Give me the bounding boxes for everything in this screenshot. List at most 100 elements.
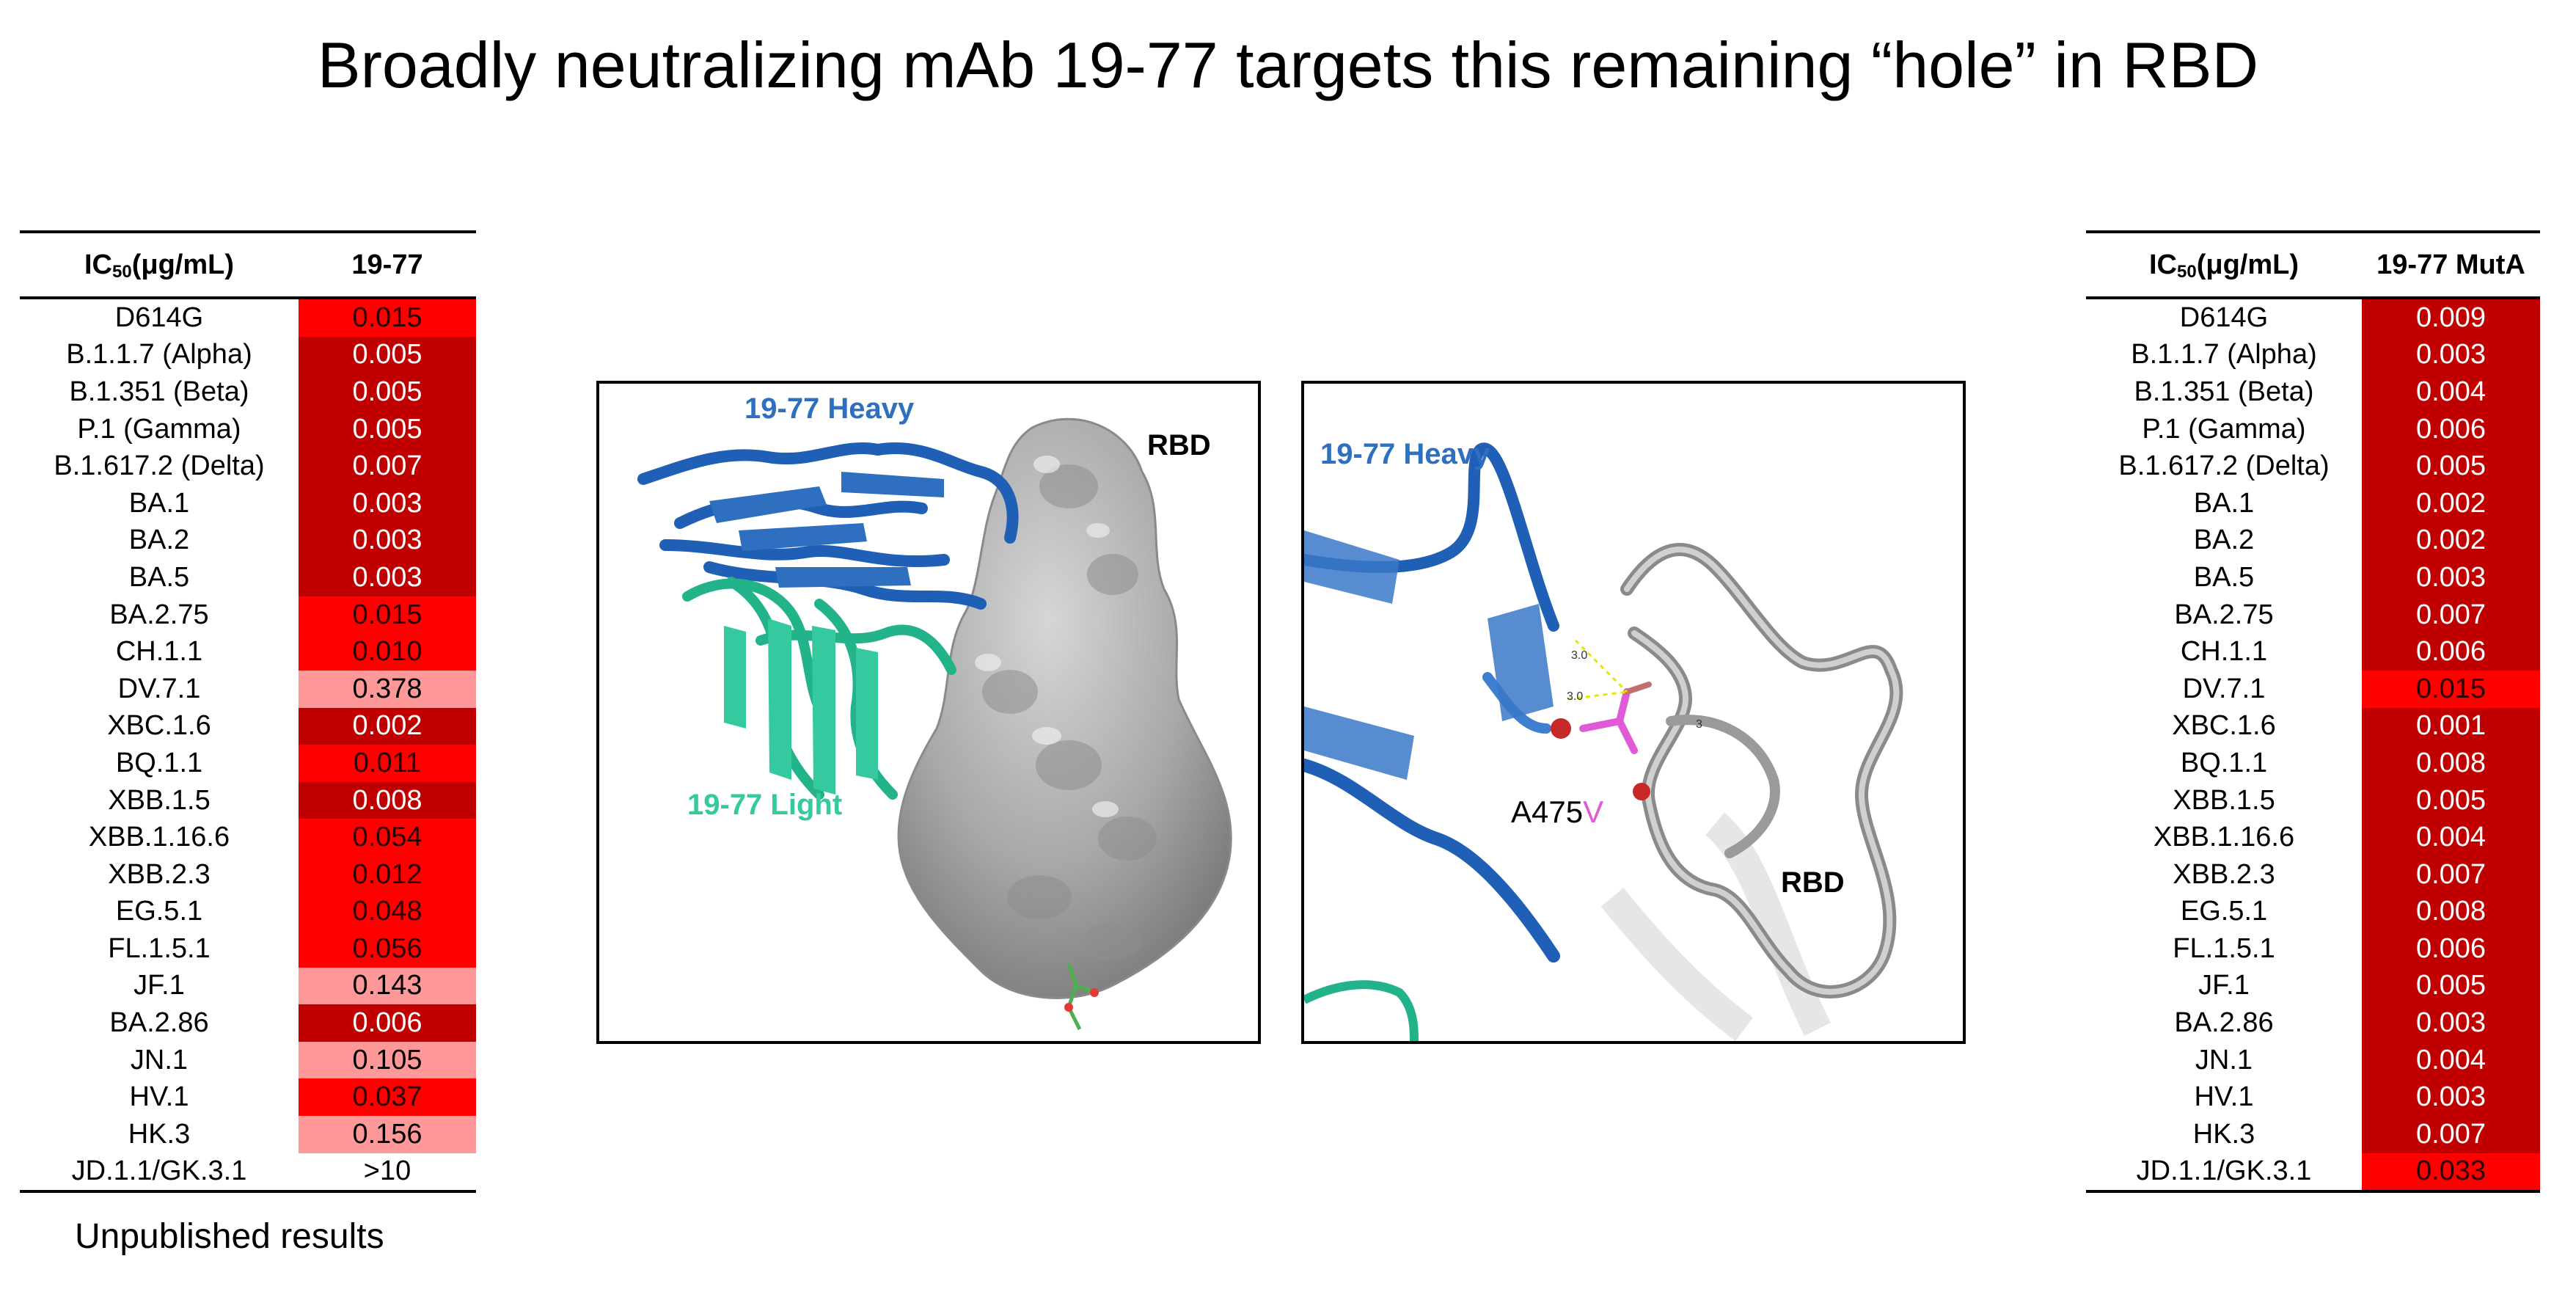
- ic50-value-cell: 0.007: [2362, 596, 2540, 634]
- header-ic50-subscript: 50: [2176, 262, 2197, 282]
- ic50-value-cell: 0.008: [2362, 893, 2540, 931]
- ic50-value-cell: 0.005: [2362, 448, 2540, 485]
- variant-name-cell: DV.7.1: [2182, 673, 2266, 704]
- hydrogen-bonds: [1567, 639, 1628, 701]
- header-ic50: IC 50 (μg/mL): [20, 233, 299, 296]
- variant-name-cell: HK.3: [128, 1118, 191, 1150]
- ic50-value-cell: 0.008: [2362, 745, 2540, 782]
- variant-name-cell: B.1.351 (Beta): [2134, 376, 2314, 407]
- variant-name-cell: D614G: [114, 302, 204, 333]
- table-row: P.1 (Gamma) 0.005: [20, 410, 476, 448]
- table-body: D614G 0.009 B.1.1.7 (Alpha) 0.003 B.1.351 (B…: [2086, 299, 2540, 1191]
- variant-name-cell: B.1.617.2 (Delta): [2118, 450, 2330, 482]
- variant-name-cell: XBB.1.16.6: [88, 822, 230, 853]
- slide-title: Broadly neutralizing mAb 19-77 targets t…: [317, 29, 2259, 101]
- mutation-label-prefix: A475: [1511, 795, 1584, 829]
- table-row: JF.1 0.005: [2086, 967, 2540, 1005]
- variant-name-cell: EG.5.1: [115, 896, 203, 927]
- table-row: EG.5.1 0.048: [20, 893, 476, 931]
- variant-name-cell: B.1.1.7 (Alpha): [66, 339, 252, 370]
- ic50-value-cell: 0.056: [299, 930, 476, 968]
- ic50-value-cell: 0.048: [299, 893, 476, 931]
- ic50-value-cell: 0.004: [2362, 1041, 2540, 1079]
- residue-sticks: [1579, 682, 1652, 754]
- distance-label: 3: [1696, 718, 1702, 731]
- oxygen-atom: [1551, 718, 1571, 739]
- header-ic50: IC 50 (μg/mL): [2086, 233, 2362, 296]
- table-row: BQ.1.1 0.011: [20, 745, 476, 782]
- ic50-value-cell: 0.033: [2362, 1153, 2540, 1191]
- ic50-value-cell: 0.156: [299, 1116, 476, 1153]
- header-ic50-label: IC: [2148, 249, 2177, 280]
- table-row: B.1.351 (Beta) 0.005: [20, 373, 476, 411]
- variant-name-cell: CH.1.1: [2180, 636, 2268, 668]
- table-row: BA.2 0.002: [2086, 522, 2540, 560]
- table-row: DV.7.1 0.015: [2086, 670, 2540, 708]
- variant-name-cell: JD.1.1/GK.3.1: [71, 1155, 247, 1187]
- table-row: CH.1.1 0.010: [20, 633, 476, 671]
- ic50-value-cell: 0.003: [2362, 559, 2540, 596]
- mutation-label: A475V: [1511, 795, 1603, 830]
- variant-name-cell: JN.1: [2195, 1044, 2253, 1076]
- header-ic50-unit: (μg/mL): [2196, 249, 2299, 280]
- table-row: XBB.2.3 0.012: [20, 855, 476, 894]
- variant-name-cell: XBB.1.5: [2173, 784, 2275, 816]
- ic50-value-cell: 0.002: [299, 707, 476, 745]
- table-row: HV.1 0.037: [20, 1078, 476, 1117]
- table-row: B.1.1.7 (Alpha) 0.005: [20, 336, 476, 374]
- ic50-value-cell: 0.007: [2362, 1116, 2540, 1153]
- ic50-value-cell: 0.015: [299, 299, 476, 337]
- rbd-label: RBD: [1781, 866, 1845, 899]
- ic50-value-cell: 0.005: [299, 373, 476, 411]
- table-row: EG.5.1 0.008: [2086, 893, 2540, 931]
- table-row: BA.2.86 0.006: [20, 1004, 476, 1042]
- table-row: XBB.1.5 0.005: [2086, 781, 2540, 819]
- variant-name-cell: BA.5: [2193, 561, 2255, 593]
- ic50-value-cell: 0.015: [299, 596, 476, 634]
- variant-name-cell: XBB.2.3: [108, 858, 211, 890]
- table-row: D614G 0.009: [2086, 299, 2540, 337]
- ic50-value-cell: 0.003: [299, 522, 476, 560]
- variant-name-cell: B.1.351 (Beta): [69, 376, 249, 407]
- variant-name-cell: BA.5: [128, 561, 190, 593]
- variant-name-cell: JN.1: [130, 1044, 189, 1076]
- rbd-label: RBD: [1147, 429, 1211, 461]
- ic50-value-cell: 0.003: [2362, 1004, 2540, 1042]
- table-row: FL.1.5.1 0.006: [2086, 930, 2540, 968]
- ic50-value-cell: 0.006: [2362, 930, 2540, 968]
- table-row: BA.5 0.003: [2086, 559, 2540, 596]
- variant-name-cell: XBB.1.16.6: [2153, 822, 2295, 853]
- light-chain-label: 19-77 Light: [687, 789, 843, 821]
- table-row: JF.1 0.143: [20, 967, 476, 1005]
- ic50-value-cell: 0.007: [299, 448, 476, 485]
- heavy-chain-ribbon: [637, 442, 1019, 610]
- table-row: JN.1 0.105: [20, 1041, 476, 1079]
- variant-name-cell: BA.2.75: [2174, 599, 2274, 630]
- variant-name-cell: P.1 (Gamma): [2142, 413, 2306, 445]
- ic50-value-cell: >10: [299, 1153, 476, 1191]
- structure-closeup-image: [1304, 442, 1903, 1041]
- distance-label: 3.0: [1567, 690, 1584, 703]
- ic50-value-cell: 0.007: [2362, 855, 2540, 894]
- table-row: XBC.1.6 0.002: [20, 707, 476, 745]
- ic50-value-cell: 0.001: [2362, 707, 2540, 745]
- table-row: BQ.1.1 0.008: [2086, 745, 2540, 782]
- variant-name-cell: BA.1: [128, 487, 190, 519]
- variant-name-cell: EG.5.1: [2180, 896, 2268, 927]
- table-row: XBC.1.6 0.001: [2086, 707, 2540, 745]
- ic50-value-cell: 0.003: [2362, 1078, 2540, 1117]
- ic50-value-cell: 0.005: [299, 336, 476, 374]
- variant-name-cell: BA.2: [128, 525, 190, 556]
- ic50-value-cell: 0.002: [2362, 484, 2540, 522]
- ic50-table-19-77: IC 50 (μg/mL) 19-77 D614G 0.015 B.1.1.7 (Al…: [20, 230, 476, 1194]
- variant-name-cell: FL.1.5.1: [2173, 932, 2275, 964]
- ic50-value-cell: 0.006: [2362, 633, 2540, 671]
- heavy-chain-label: 19-77 Heavy: [1320, 438, 1490, 470]
- ic50-value-cell: 0.012: [299, 855, 476, 894]
- ic50-value-cell: 0.003: [299, 559, 476, 596]
- table-row: XBB.1.16.6 0.004: [2086, 819, 2540, 856]
- table-row: XBB.1.5 0.008: [20, 781, 476, 819]
- ic50-value-cell: 0.037: [299, 1078, 476, 1117]
- header-ic50-subscript: 50: [111, 262, 132, 282]
- ic50-value-cell: 0.009: [2362, 299, 2540, 337]
